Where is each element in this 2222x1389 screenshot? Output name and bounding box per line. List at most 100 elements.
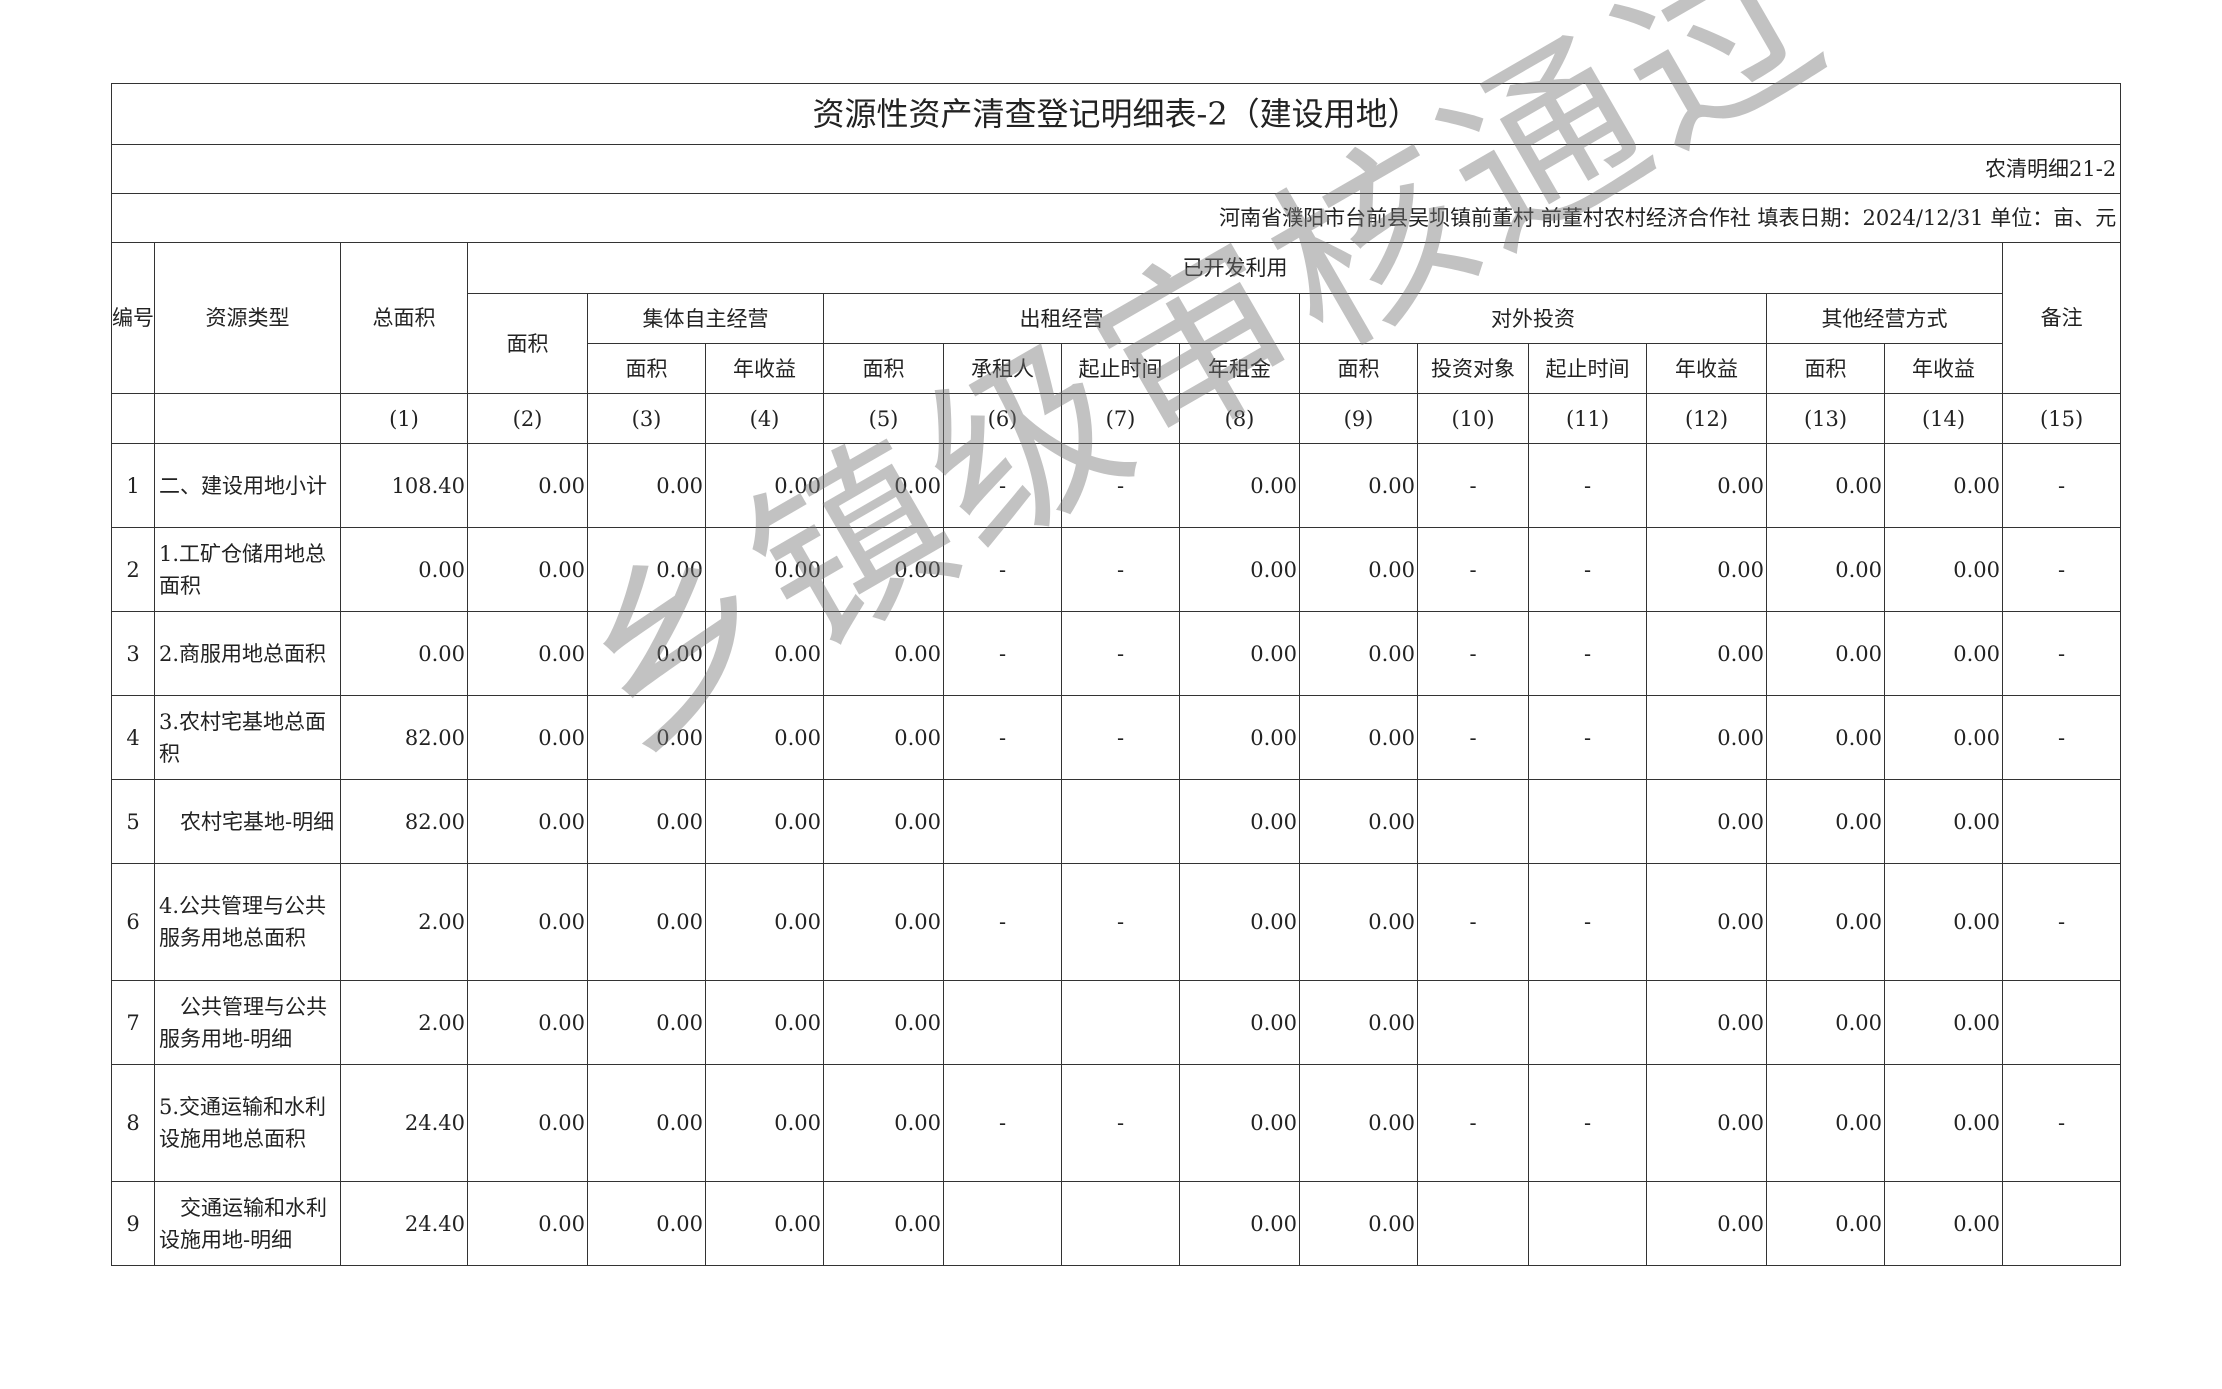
cell-col-8: 0.00 [1179, 779, 1300, 864]
row-id: 7 [111, 980, 155, 1065]
header-sub-10: 投资对象 [1417, 343, 1529, 394]
cell-col-6 [943, 980, 1062, 1065]
header-total-area: 总面积 [340, 242, 468, 394]
cell-col-9: 0.00 [1299, 695, 1418, 780]
cell-col-2: 0.00 [467, 1181, 588, 1266]
column-code: (4) [705, 393, 824, 444]
cell-col-15: - [2001, 863, 2122, 981]
cell-col-11: - [1528, 527, 1647, 612]
header-sub-3: 面积 [587, 343, 706, 394]
cell-col-10: - [1417, 527, 1529, 612]
cell-col-12: 0.00 [1646, 1064, 1767, 1182]
header-sub-6: 承租人 [943, 343, 1062, 394]
cell-col-9: 0.00 [1299, 611, 1418, 696]
column-code: (2) [467, 393, 588, 444]
cell-col-8: 0.00 [1179, 611, 1300, 696]
cell-col-6 [943, 779, 1062, 864]
cell-col-5: 0.00 [823, 695, 944, 780]
form-info: 河南省濮阳市台前县吴坝镇前董村 前董村农村经济合作社 填表日期：2024/12/… [110, 193, 2122, 243]
cell-col-9: 0.00 [1299, 527, 1418, 612]
cell-col-3: 0.00 [587, 863, 706, 981]
cell-col-11 [1528, 779, 1647, 864]
header-invest: 对外投资 [1299, 293, 1767, 344]
cell-col-9: 0.00 [1299, 443, 1418, 528]
resource-type: 交通运输和水利设施用地-明细 [154, 1181, 341, 1266]
header-sub-11: 起止时间 [1528, 343, 1647, 394]
cell-col-15: - [2001, 695, 2122, 780]
cell-col-6: - [943, 695, 1062, 780]
header-sub-8: 年租金 [1179, 343, 1300, 394]
cell-col-3: 0.00 [587, 1064, 706, 1182]
cell-col-9: 0.00 [1299, 779, 1418, 864]
row-id: 3 [111, 611, 155, 696]
cell-col-8: 0.00 [1179, 443, 1300, 528]
cell-col-12: 0.00 [1646, 695, 1767, 780]
cell-col-10: - [1417, 443, 1529, 528]
cell-col-10: - [1417, 863, 1529, 981]
header-other: 其他经营方式 [1766, 293, 2003, 344]
cell-col-10 [1417, 980, 1529, 1065]
resource-type: 4.公共管理与公共服务用地总面积 [154, 863, 341, 981]
table-row: 4 3.农村宅基地总面积 82.00 0.00 0.00 0.00 0.00- -0.00 0.… [111, 695, 2122, 780]
cell-col-12: 0.00 [1646, 779, 1767, 864]
cell-col-3: 0.00 [587, 611, 706, 696]
cell-col-5: 0.00 [823, 1181, 944, 1266]
cell-col-13: 0.00 [1766, 863, 1885, 981]
cell-col-7 [1061, 779, 1180, 864]
cell-col-11 [1528, 980, 1647, 1065]
cell-col-1: 0.00 [340, 527, 468, 612]
column-code: (13) [1766, 393, 1885, 444]
cell-col-15 [2001, 779, 2122, 864]
table-row: 7 公共管理与公共服务用地-明细 2.00 0.00 0.00 0.00 0.00 0.00… [111, 980, 2122, 1065]
column-code: (6) [943, 393, 1062, 444]
cell-col-3: 0.00 [587, 443, 706, 528]
cell-col-9: 0.00 [1299, 980, 1418, 1065]
resource-type: 3.农村宅基地总面积 [154, 695, 341, 780]
cell-col-5: 0.00 [823, 527, 944, 612]
cell-col-2: 0.00 [467, 980, 588, 1065]
header-sub-5: 面积 [823, 343, 944, 394]
column-code: (9) [1299, 393, 1418, 444]
cell-col-13: 0.00 [1766, 779, 1885, 864]
table-row: 6 4.公共管理与公共服务用地总面积 2.00 0.00 0.00 0.00 0.00- -0… [111, 863, 2122, 981]
column-code: (11) [1528, 393, 1647, 444]
cell-col-1: 82.00 [340, 695, 468, 780]
resource-type: 2.商服用地总面积 [154, 611, 341, 696]
header-collective: 集体自主经营 [587, 293, 824, 344]
row-id: 6 [111, 863, 155, 981]
cell-col-9: 0.00 [1299, 1064, 1418, 1182]
cell-col-2: 0.00 [467, 527, 588, 612]
cell-col-4: 0.00 [705, 1064, 824, 1182]
cell-col-14: 0.00 [1884, 443, 2003, 528]
cell-col-8: 0.00 [1179, 863, 1300, 981]
header-lease: 出租经营 [823, 293, 1300, 344]
column-code: (14) [1884, 393, 2003, 444]
row-id: 4 [111, 695, 155, 780]
header-remark: 备注 [2001, 242, 2122, 394]
resource-type: 5.交通运输和水利设施用地总面积 [154, 1064, 341, 1182]
cell-col-4: 0.00 [705, 980, 824, 1065]
cell-col-13: 0.00 [1766, 980, 1885, 1065]
cell-col-8: 0.00 [1179, 980, 1300, 1065]
cell-col-14: 0.00 [1884, 527, 2003, 612]
cell-col-15: - [2001, 527, 2122, 612]
cell-col-2: 0.00 [467, 863, 588, 981]
cell-col-2: 0.00 [467, 695, 588, 780]
row-id: 5 [111, 779, 155, 864]
cell-col-14: 0.00 [1884, 980, 2003, 1065]
cell-col-12: 0.00 [1646, 527, 1767, 612]
cell-col-11: - [1528, 1064, 1647, 1182]
table-row: 1 二、建设用地小计 108.40 0.00 0.00 0.00 0.00- -0.00 0.0… [111, 443, 2122, 528]
cell-col-11: - [1528, 611, 1647, 696]
cell-col-14: 0.00 [1884, 779, 2003, 864]
header-area: 面积 [467, 293, 588, 394]
cell-col-14: 0.00 [1884, 1181, 2003, 1266]
cell-col-6: - [943, 1064, 1062, 1182]
code-cell [111, 393, 155, 444]
page-title: 资源性资产清查登记明细表-2（建设用地） [110, 83, 2122, 145]
cell-col-15 [2001, 1181, 2122, 1266]
cell-col-10 [1417, 779, 1529, 864]
header-developed: 已开发利用 [467, 242, 2003, 294]
cell-col-2: 0.00 [467, 1064, 588, 1182]
row-id: 9 [111, 1181, 155, 1266]
